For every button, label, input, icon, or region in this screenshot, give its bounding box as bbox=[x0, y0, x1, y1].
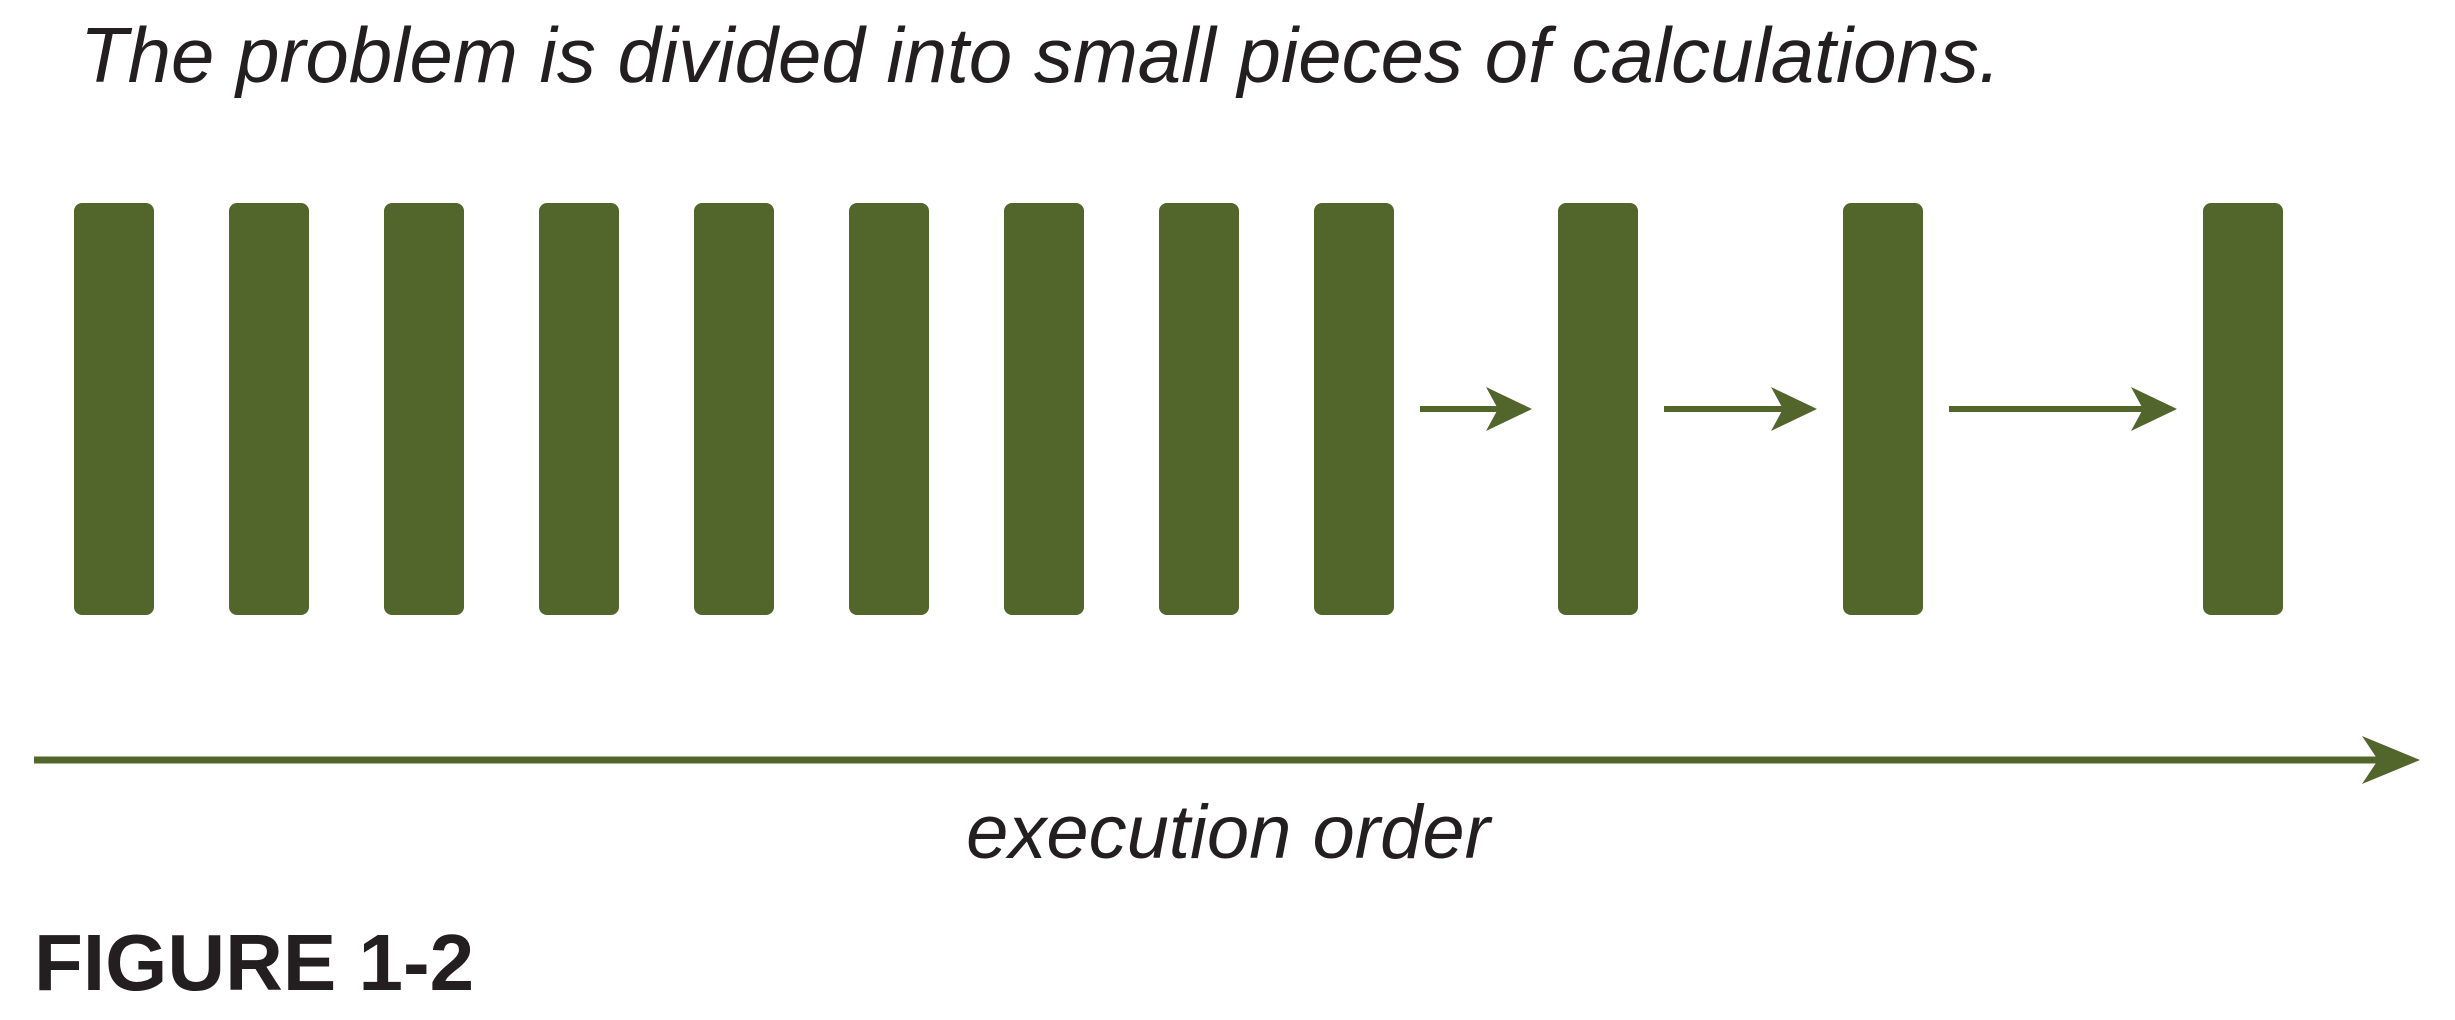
execution-order-arrowhead-icon bbox=[2362, 736, 2420, 784]
step-arrow-icon bbox=[1664, 387, 1817, 431]
calculation-block bbox=[2203, 203, 2283, 615]
calculation-block bbox=[694, 203, 774, 615]
calculation-blocks bbox=[74, 203, 2283, 615]
calculation-block bbox=[384, 203, 464, 615]
step-arrow-icon bbox=[1949, 387, 2177, 431]
calculation-block bbox=[1558, 203, 1638, 615]
figure-label: FIGURE 1-2 bbox=[34, 918, 474, 1007]
calculation-block bbox=[1004, 203, 1084, 615]
step-arrows bbox=[1420, 387, 2177, 431]
calculation-block bbox=[1843, 203, 1923, 615]
calculation-block bbox=[849, 203, 929, 615]
calculation-block bbox=[1314, 203, 1394, 615]
diagram-caption: The problem is divided into small pieces… bbox=[80, 11, 2001, 99]
calculation-block bbox=[229, 203, 309, 615]
execution-order-axis bbox=[34, 736, 2420, 784]
calculation-block bbox=[539, 203, 619, 615]
calculation-block bbox=[1159, 203, 1239, 615]
step-arrow-icon bbox=[1420, 387, 1532, 431]
calculation-block bbox=[74, 203, 154, 615]
execution-order-label: execution order bbox=[966, 790, 1493, 875]
